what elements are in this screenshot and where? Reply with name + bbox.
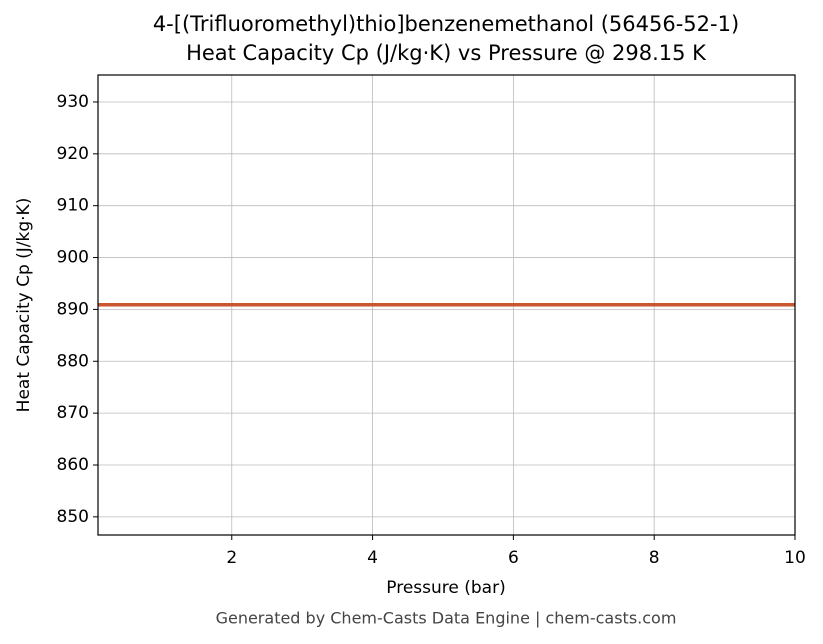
x-axis-label: Pressure (bar) [386,578,505,598]
y-tick-label: 900 [57,248,89,268]
y-tick-label: 910 [57,196,89,216]
chart-subtitle: Heat Capacity Cp (J/kg·K) vs Pressure @ … [186,41,707,65]
plot-frame [97,74,796,536]
y-tick-label: 930 [57,92,89,112]
x-tick-label: 2 [226,548,237,568]
y-tick-label: 880 [57,351,89,371]
x-tick-label: 10 [784,548,806,568]
x-tick-label: 4 [367,548,378,568]
y-tick-label: 850 [57,507,89,527]
y-axis-label: Heat Capacity Cp (J/kg·K) [14,198,34,413]
chart-title: 4-[(Trifluoromethyl)thio]benzenemethanol… [153,12,739,36]
y-tick-label: 890 [57,299,89,319]
y-tick-label: 920 [57,144,89,164]
y-tick-label: 860 [57,455,89,475]
y-tick-label: 870 [57,403,89,423]
x-tick-label: 8 [649,548,660,568]
x-tick-label: 6 [508,548,519,568]
footer: Generated by Chem-Casts Data Engine | ch… [216,609,677,628]
